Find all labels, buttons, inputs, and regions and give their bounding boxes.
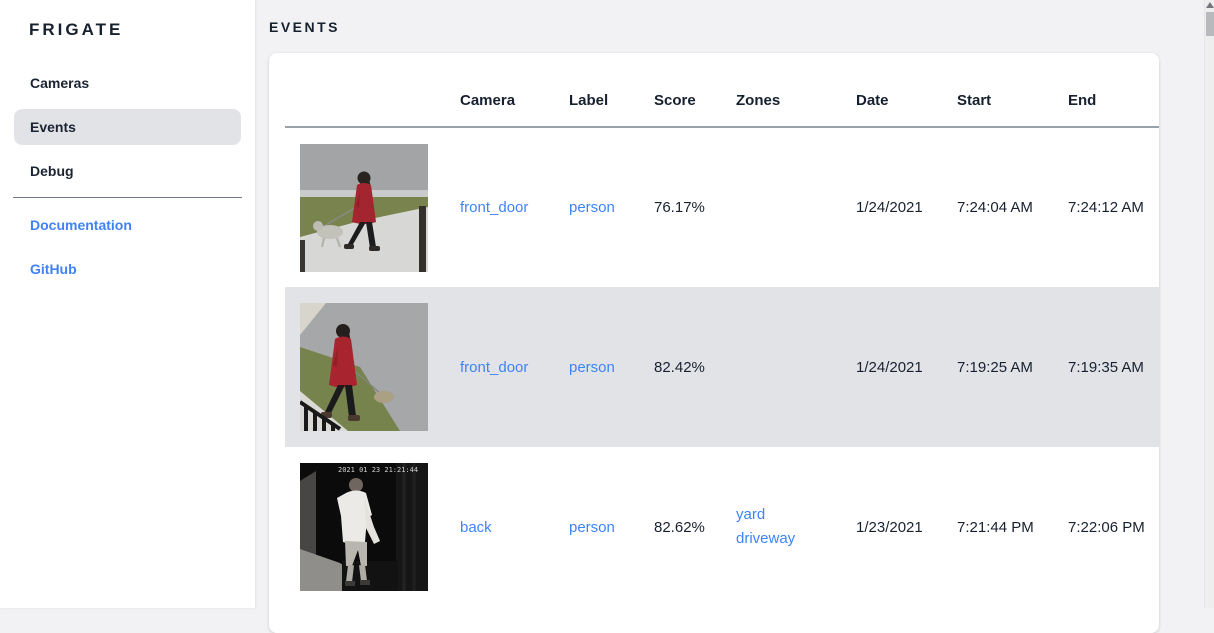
event-row: front_door person 76.17% 1/24/2021 7:24:…: [285, 127, 1159, 287]
sidebar-item-label: Debug: [30, 163, 74, 179]
event-thumbnail-person-dog-icon[interactable]: [300, 143, 428, 272]
cell-zones: [736, 127, 856, 287]
cell-camera: front_door: [460, 127, 569, 287]
zone-link[interactable]: driveway: [736, 530, 796, 547]
cell-label: person: [569, 447, 654, 607]
cell-end: 7:22:06 PM: [1068, 518, 1145, 536]
sidebar-item-cameras[interactable]: Cameras: [14, 65, 241, 101]
app-logo: FRIGATE: [29, 20, 124, 39]
documentation-link[interactable]: Documentation: [30, 217, 132, 233]
sidebar-item-label: Cameras: [30, 75, 90, 91]
cell-start: 7:24:04 AM: [957, 199, 1033, 216]
cell-score: 76.17%: [654, 199, 705, 216]
cell-date: 1/23/2021: [856, 518, 923, 536]
page-title: EVENTS: [269, 19, 341, 35]
sidebar-item-events[interactable]: Events: [14, 109, 241, 145]
sidebar-links: Documentation GitHub: [14, 207, 241, 287]
camera-link[interactable]: front_door: [460, 358, 529, 376]
cell-date: 1/24/2021: [856, 358, 923, 376]
events-card: Camera Label Score Zones Date Start End: [269, 53, 1159, 633]
label-link[interactable]: person: [569, 199, 615, 216]
cell-thumbnail: [285, 287, 460, 447]
sidebar: FRIGATE Cameras Events Debug Documentati…: [0, 0, 255, 608]
column-header-score: Score: [654, 92, 696, 109]
column-header-label: Label: [569, 92, 609, 109]
event-thumbnail-night-person-icon[interactable]: 2021 01 23 21:21:44: [300, 463, 428, 591]
label-link[interactable]: person: [569, 518, 615, 536]
column-header-camera: Camera: [460, 92, 516, 109]
event-row: 2021 01 23 21:21:44 back person 82.62% y…: [285, 447, 1159, 607]
column-header-thumbnail: [285, 53, 460, 127]
thumbnail-timestamp-overlay: 2021 01 23 21:21:44: [338, 466, 418, 474]
cell-end: 7:19:35 AM: [1068, 358, 1144, 376]
sidebar-divider: [13, 197, 242, 198]
label-link[interactable]: person: [569, 358, 615, 376]
cell-camera: back: [460, 447, 569, 607]
github-link[interactable]: GitHub: [30, 261, 77, 277]
sidebar-item-label: Events: [30, 119, 76, 135]
cell-label: person: [569, 127, 654, 287]
main-content: EVENTS Camera Label Score Zones Date Sta…: [255, 0, 1204, 633]
zone-link[interactable]: yard: [736, 506, 766, 523]
vertical-scrollbar[interactable]: [1204, 0, 1214, 608]
cell-thumbnail: [285, 127, 460, 287]
cell-thumbnail: 2021 01 23 21:21:44: [285, 447, 460, 607]
scrollbar-up-arrow-icon[interactable]: [1205, 2, 1214, 8]
cell-date: 1/24/2021: [856, 199, 923, 216]
events-table: Camera Label Score Zones Date Start End: [285, 53, 1159, 607]
sidebar-item-debug[interactable]: Debug: [14, 153, 241, 189]
cell-score: 82.62%: [654, 518, 705, 536]
cell-zones: [736, 287, 856, 447]
camera-link[interactable]: front_door: [460, 199, 529, 216]
event-thumbnail-person-hoodie-icon[interactable]: [300, 303, 428, 431]
cell-label: person: [569, 287, 654, 447]
column-header-end: End: [1068, 92, 1097, 109]
table-header-row: Camera Label Score Zones Date Start End: [285, 53, 1159, 127]
cell-camera: front_door: [460, 287, 569, 447]
scrollbar-thumb[interactable]: [1206, 12, 1214, 36]
cell-start: 7:19:25 AM: [957, 358, 1033, 376]
column-header-date: Date: [856, 92, 889, 109]
sidebar-nav: Cameras Events Debug: [14, 65, 241, 189]
column-header-start: Start: [957, 92, 992, 109]
cell-score: 82.42%: [654, 358, 705, 376]
camera-link[interactable]: back: [460, 518, 492, 536]
cell-start: 7:21:44 PM: [957, 518, 1034, 536]
column-header-zones: Zones: [736, 92, 781, 109]
cell-end: 7:24:12 AM: [1068, 199, 1144, 216]
event-row[interactable]: front_door person 82.42% 1/24/2021 7:19:…: [285, 287, 1159, 447]
cell-zones: yard driveway: [736, 447, 856, 607]
